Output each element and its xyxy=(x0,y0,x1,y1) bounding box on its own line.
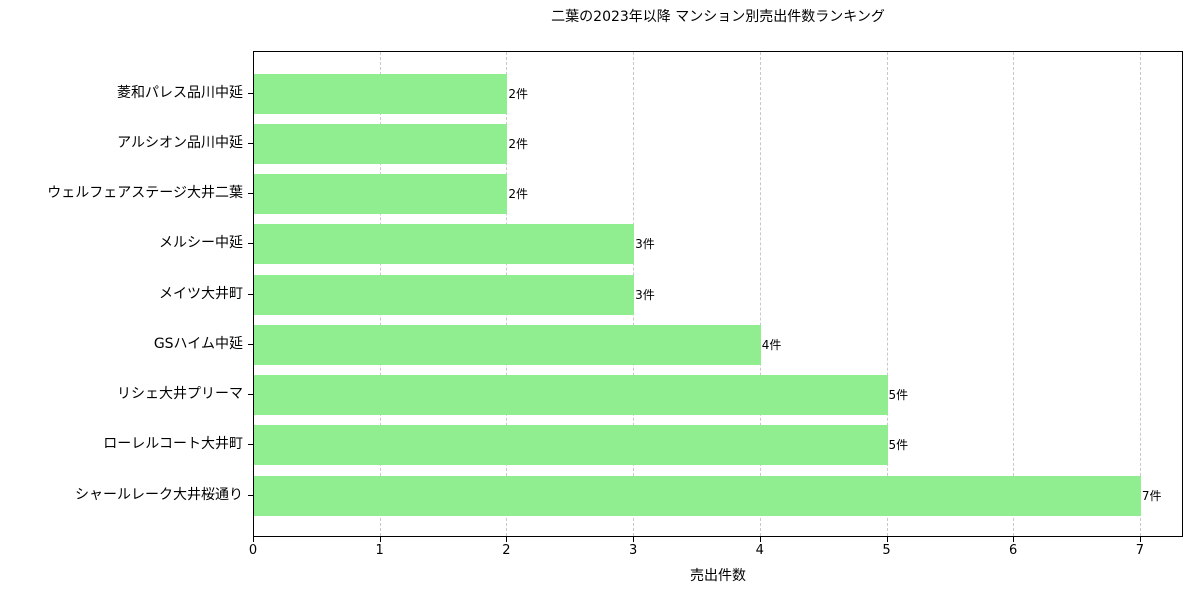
bar-value-label: 5件 xyxy=(888,388,909,402)
bar-value-label: 4件 xyxy=(761,337,782,352)
y-tick-mark xyxy=(248,343,253,345)
bar xyxy=(254,324,761,365)
x-tick-mark xyxy=(253,537,254,542)
y-tick-label: ローレルコート大井町 xyxy=(103,436,243,453)
bar-value-label: 5件 xyxy=(888,438,909,453)
bar xyxy=(254,73,508,114)
bar xyxy=(254,174,508,214)
bar-value-label: 7件 xyxy=(1141,488,1162,503)
bar-value-label: 2件 xyxy=(508,187,529,201)
x-tick-label: 6 xyxy=(1009,543,1018,558)
bar-value-label: 3件 xyxy=(635,287,655,302)
x-tick-mark xyxy=(506,537,508,542)
x-tick-label: 2 xyxy=(502,543,511,558)
bar xyxy=(254,224,635,265)
y-tick-mark xyxy=(248,243,253,245)
bar-value-label: 2件 xyxy=(508,136,529,151)
x-tick-mark xyxy=(759,537,761,542)
chart-title: 二葉の2023年以降 マンション別売出件数ランキング xyxy=(551,9,885,25)
x-tick-mark xyxy=(886,537,888,542)
y-tick-label: メイツ大井町 xyxy=(159,285,243,302)
bar-value-label: 3件 xyxy=(635,237,655,252)
x-axis-title: 売出件数 xyxy=(690,568,746,584)
x-tick-mark xyxy=(379,537,381,542)
gridline xyxy=(886,52,888,536)
gridline xyxy=(759,52,761,536)
gridline xyxy=(1139,52,1141,536)
y-tick-label: 菱和パレス品川中延 xyxy=(117,84,243,101)
y-tick-label: アルシオン品川中延 xyxy=(117,134,243,151)
y-tick-mark xyxy=(248,293,253,295)
bar xyxy=(254,274,635,315)
bar xyxy=(254,375,888,415)
x-tick-label: 0 xyxy=(248,543,258,558)
y-tick-mark xyxy=(248,193,253,194)
bar xyxy=(254,475,1141,516)
bar xyxy=(254,425,888,466)
x-tick-label: 7 xyxy=(1135,543,1145,558)
y-tick-label: GSハイム中延 xyxy=(153,335,243,352)
y-tick-mark xyxy=(248,92,253,94)
y-tick-label: メルシー中延 xyxy=(159,235,243,252)
x-tick-label: 3 xyxy=(628,543,638,558)
y-tick-label: ウェルフェアステージ大井二葉 xyxy=(47,185,243,201)
x-tick-label: 1 xyxy=(375,543,384,558)
plot-area: 2件 2件 2件 3件 3件 4件 5件 5件 7件 xyxy=(253,51,1183,537)
bar xyxy=(254,123,508,164)
y-tick-mark xyxy=(248,444,253,446)
y-tick-mark xyxy=(248,494,253,496)
y-tick-label: シャールレーク大井桜通り xyxy=(75,486,243,503)
bar-value-label: 2件 xyxy=(508,86,529,101)
gridline xyxy=(1013,52,1015,536)
x-tick-label: 5 xyxy=(882,543,891,558)
x-tick-mark xyxy=(1139,537,1141,542)
y-tick-label: リシェ大井プリーマ xyxy=(117,386,243,402)
x-tick-label: 4 xyxy=(755,543,764,558)
x-tick-mark xyxy=(1013,537,1015,542)
y-tick-mark xyxy=(248,394,253,395)
x-tick-mark xyxy=(633,537,635,542)
y-tick-mark xyxy=(248,142,253,144)
